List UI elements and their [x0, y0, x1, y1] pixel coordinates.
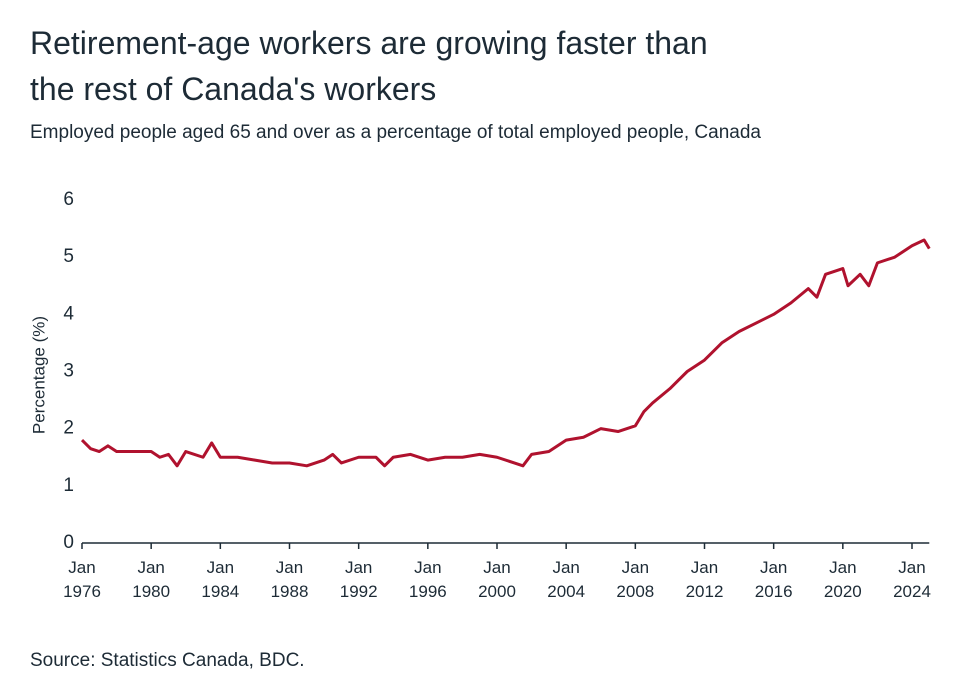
data-line [80, 238, 931, 468]
y-tick-label: 5 [63, 246, 74, 267]
x-tick-label: Jan 2020 [823, 558, 862, 601]
x-tick-label: Jan 1976 [63, 558, 101, 601]
x-tick-label: Jan 1996 [408, 558, 447, 601]
x-tick-label: Jan 1988 [270, 558, 309, 601]
x-tick-label: Jan 2024 [893, 558, 931, 601]
chart-subtitle: Employed people aged 65 and over as a pe… [30, 122, 761, 143]
y-axis-label: Percentage (%) [29, 316, 48, 434]
x-tick-label: Jan 1992 [339, 558, 378, 601]
x-tick-label: Jan 2016 [754, 558, 793, 601]
y-tick-label: 6 [63, 189, 74, 210]
x-tick-label: Jan 2012 [685, 558, 724, 601]
chart-title: Retirement-age workers are growing faste… [30, 25, 708, 107]
y-tick-label: 4 [63, 303, 74, 324]
x-tick-label: Jan 1984 [201, 558, 240, 601]
x-tick-label: Jan 2008 [616, 558, 655, 601]
y-tick-label: 1 [63, 475, 74, 496]
x-tick-label: Jan 2004 [547, 558, 586, 601]
y-tick-label: 0 [63, 532, 74, 553]
y-tick-label: 3 [63, 361, 74, 382]
source-note: Source: Statistics Canada, BDC. [30, 650, 305, 671]
x-tick-label: Jan 2000 [478, 558, 516, 601]
y-tick-label: 2 [63, 418, 74, 439]
x-tick-label: Jan 1980 [132, 558, 171, 601]
